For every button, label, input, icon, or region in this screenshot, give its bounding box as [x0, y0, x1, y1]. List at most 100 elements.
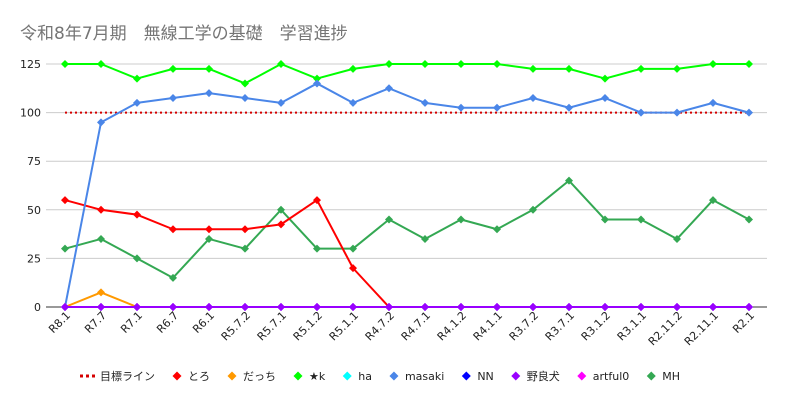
data-point [277, 60, 285, 68]
data-point [565, 103, 573, 112]
y-tick-label: 125 [20, 58, 41, 71]
legend-label: 目標ライン [100, 369, 155, 383]
legend-label: NN [477, 370, 493, 383]
data-point [205, 89, 213, 98]
y-tick-label: 50 [27, 204, 41, 217]
data-point [313, 303, 321, 311]
legend-label: とろ [188, 370, 210, 383]
data-point [493, 303, 501, 311]
data-point [97, 205, 105, 214]
data-point [61, 196, 69, 205]
data-point [169, 64, 177, 73]
series-MH [61, 176, 753, 282]
data-point [601, 215, 609, 224]
data-point [385, 215, 393, 224]
legend-swatch-diamond [172, 371, 182, 381]
legend-label: artful0 [593, 370, 629, 383]
data-point [133, 210, 141, 219]
data-point [241, 225, 249, 234]
data-point [349, 64, 357, 73]
data-point [169, 273, 177, 282]
legend-item-★k[interactable]: ★k [293, 370, 326, 383]
data-point [421, 60, 429, 68]
data-point [673, 303, 681, 311]
data-point [241, 303, 249, 311]
legend-item-ha[interactable]: ha [342, 370, 372, 383]
legend-label: 野良犬 [527, 369, 560, 383]
data-point [97, 288, 105, 297]
data-point [169, 225, 177, 234]
legend-item-目標ライン[interactable]: 目標ライン [80, 369, 155, 383]
series-layer [61, 60, 753, 311]
data-point [61, 60, 69, 68]
data-point [637, 64, 645, 73]
legend-swatch-diamond [461, 371, 471, 381]
data-point [133, 254, 141, 263]
data-point [349, 264, 357, 273]
series-line [64, 199, 390, 308]
legend-item-NN[interactable]: NN [461, 370, 494, 383]
chart-title: 令和8年7月期 無線工学の基礎 学習進捗 [20, 24, 348, 44]
data-point [601, 94, 609, 103]
data-point [745, 215, 753, 224]
legend[interactable]: 目標ライン とろ だっち ★k ha masaki NN 野良犬 artful0 MH [80, 369, 680, 383]
data-point [313, 244, 321, 253]
data-point [385, 84, 393, 93]
legend-item-masaki[interactable]: masaki [389, 370, 444, 383]
data-point [241, 94, 249, 103]
data-point [493, 60, 501, 68]
series-line [64, 82, 750, 308]
data-point [385, 60, 393, 68]
legend-swatch-diamond [646, 371, 656, 381]
data-point [97, 303, 105, 311]
data-point [205, 64, 213, 73]
legend-label: ha [358, 370, 372, 383]
y-tick-label: 0 [34, 301, 41, 314]
series-とろ [61, 196, 393, 311]
data-point [205, 234, 213, 243]
series-line [65, 63, 749, 85]
data-point [745, 303, 753, 311]
data-point [61, 303, 69, 311]
data-point [529, 64, 537, 73]
legend-swatch-diamond [577, 371, 587, 381]
legend-label: MH [662, 370, 680, 383]
data-point [565, 176, 573, 185]
data-point [61, 244, 69, 253]
data-point [709, 60, 717, 68]
legend-item-野良犬[interactable]: 野良犬 [511, 369, 560, 383]
data-point [529, 94, 537, 103]
data-point [745, 60, 753, 68]
data-point [601, 74, 609, 83]
data-point [97, 118, 105, 127]
data-point [349, 244, 357, 253]
data-point [313, 79, 321, 88]
data-point [673, 108, 681, 117]
data-point [277, 205, 285, 214]
data-point [565, 303, 573, 311]
data-point [601, 303, 609, 311]
legend-item-MH[interactable]: MH [646, 370, 680, 383]
data-point [709, 303, 717, 311]
data-point [241, 244, 249, 253]
data-point [133, 303, 141, 311]
data-point [169, 94, 177, 103]
data-point [313, 196, 321, 205]
data-point [745, 108, 753, 117]
legend-item-artful0[interactable]: artful0 [577, 370, 629, 383]
data-point [169, 303, 177, 311]
data-point [349, 303, 357, 311]
data-point [421, 234, 429, 243]
legend-swatch-diamond [511, 371, 521, 381]
data-point [493, 103, 501, 112]
data-point [277, 220, 285, 229]
legend-item-とろ[interactable]: とろ [172, 370, 211, 383]
data-point [565, 64, 573, 73]
data-point [421, 303, 429, 311]
data-point [637, 108, 645, 117]
legend-item-だっち[interactable]: だっち [227, 370, 277, 383]
legend-swatch-diamond [389, 371, 399, 381]
data-point [457, 303, 465, 311]
